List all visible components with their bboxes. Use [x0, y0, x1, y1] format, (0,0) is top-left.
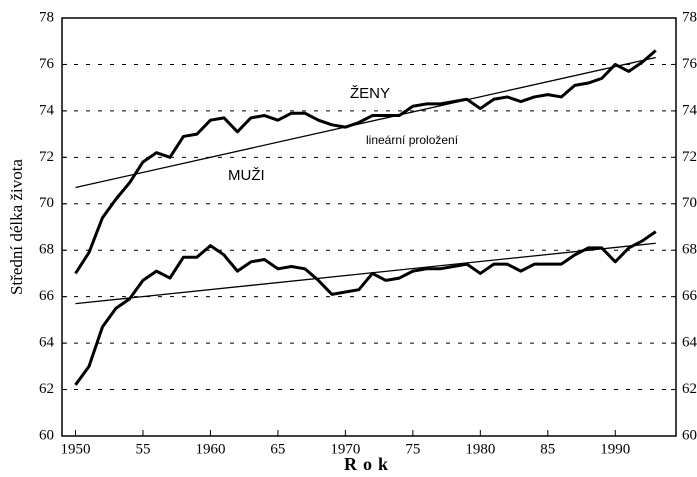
series-line — [74, 49, 657, 275]
trend-line — [75, 56, 656, 189]
y-tick-label: 66 — [39, 288, 55, 304]
y-axis-label: Střední délka života — [7, 159, 26, 295]
x-tick-label: 1980 — [465, 441, 495, 457]
y2-tick-label: 68 — [682, 242, 697, 258]
x-tick-label: 1970 — [330, 441, 360, 457]
y-tick-label: 78 — [39, 9, 54, 25]
y-tick-label: 70 — [39, 195, 54, 211]
x-tick-label: 55 — [135, 441, 150, 457]
y-tick-label: 60 — [39, 427, 54, 443]
x-tick-label: 1990 — [600, 441, 630, 457]
series-label: ŽENY — [350, 85, 390, 102]
y-tick-label: 74 — [39, 102, 55, 118]
y2-tick-label: 60 — [682, 427, 697, 443]
plot-frame — [61, 17, 677, 437]
x-tick-label: 65 — [270, 441, 285, 457]
x-tick-label: 1960 — [195, 441, 225, 457]
y2-tick-label: 72 — [682, 149, 697, 165]
series-line — [74, 230, 657, 386]
y2-tick-label: 70 — [682, 195, 697, 211]
y-tick-label: 68 — [39, 242, 54, 258]
y2-tick-label: 66 — [682, 288, 697, 304]
y-tick-label: 64 — [39, 335, 55, 351]
trend-label: lineární proložení — [366, 133, 459, 147]
x-tick-label: 1950 — [60, 441, 90, 457]
y-tick-label: 76 — [39, 56, 55, 72]
series-label: MUŽI — [228, 167, 265, 184]
y2-tick-label: 74 — [682, 102, 697, 118]
y-tick-label: 72 — [39, 149, 54, 165]
y2-tick-label: 64 — [682, 335, 697, 351]
y2-tick-label: 62 — [682, 381, 697, 397]
y-tick-label: 62 — [39, 381, 54, 397]
x-axis-label: Rok — [344, 454, 394, 474]
y2-tick-label: 76 — [682, 56, 697, 72]
y2-tick-label: 78 — [682, 9, 697, 25]
trend-line — [75, 242, 656, 305]
x-tick-label: 85 — [540, 441, 555, 457]
x-tick-label: 75 — [405, 441, 420, 457]
